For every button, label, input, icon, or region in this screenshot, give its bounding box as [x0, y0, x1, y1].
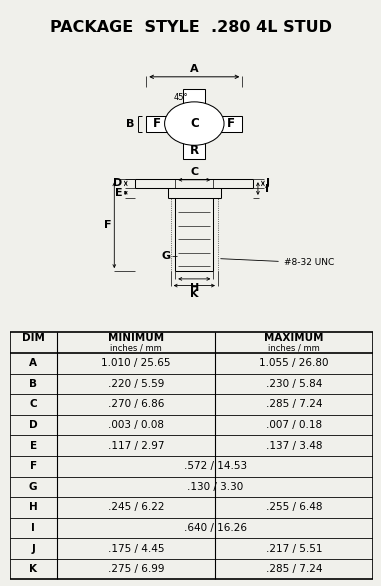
Text: .245 / 6.22: .245 / 6.22 — [108, 502, 164, 512]
Text: F: F — [104, 220, 111, 230]
Text: E: E — [115, 188, 123, 197]
Text: F: F — [154, 117, 161, 130]
FancyBboxPatch shape — [146, 115, 168, 132]
Text: F: F — [30, 461, 37, 471]
Text: I: I — [265, 183, 269, 193]
Text: C: C — [190, 167, 199, 177]
Text: .130 / 3.30: .130 / 3.30 — [187, 482, 243, 492]
FancyBboxPatch shape — [220, 115, 242, 132]
Text: 1.055 / 26.80: 1.055 / 26.80 — [259, 358, 329, 369]
Text: C: C — [190, 117, 199, 130]
Text: .003 / 0.08: .003 / 0.08 — [108, 420, 164, 430]
Text: H: H — [190, 283, 199, 293]
Text: .275 / 6.99: .275 / 6.99 — [108, 564, 164, 574]
Text: F: F — [227, 117, 235, 130]
Text: G: G — [162, 251, 171, 261]
Text: K: K — [190, 289, 199, 299]
Text: .007 / 0.18: .007 / 0.18 — [266, 420, 322, 430]
Text: H: H — [29, 502, 38, 512]
Text: .137 / 3.48: .137 / 3.48 — [266, 441, 322, 451]
Text: .230 / 5.84: .230 / 5.84 — [266, 379, 322, 389]
Text: A: A — [29, 358, 37, 369]
Text: 45°: 45° — [173, 93, 188, 102]
Circle shape — [165, 102, 224, 145]
Text: MINIMUM: MINIMUM — [108, 333, 164, 343]
Text: .270 / 6.86: .270 / 6.86 — [108, 400, 164, 410]
Text: #8-32 UNC: #8-32 UNC — [221, 258, 334, 267]
Text: R: R — [190, 144, 199, 157]
Text: .217 / 5.51: .217 / 5.51 — [266, 544, 322, 554]
Text: A: A — [190, 64, 199, 74]
Text: D: D — [29, 420, 37, 430]
Text: MAXIMUM: MAXIMUM — [264, 333, 324, 343]
Text: C: C — [29, 400, 37, 410]
Text: G: G — [29, 482, 37, 492]
Text: .285 / 7.24: .285 / 7.24 — [266, 564, 322, 574]
Text: .220 / 5.59: .220 / 5.59 — [108, 379, 164, 389]
Text: B: B — [29, 379, 37, 389]
Text: inches / mm: inches / mm — [110, 344, 162, 353]
Text: E: E — [30, 441, 37, 451]
Text: D: D — [114, 178, 123, 189]
Text: J: J — [31, 544, 35, 554]
Text: .572 / 14.53: .572 / 14.53 — [184, 461, 247, 471]
Text: I: I — [31, 523, 35, 533]
Text: .117 / 2.97: .117 / 2.97 — [108, 441, 164, 451]
Text: 1.010 / 25.65: 1.010 / 25.65 — [101, 358, 171, 369]
Text: B: B — [126, 118, 135, 128]
Text: K: K — [29, 564, 37, 574]
FancyBboxPatch shape — [183, 88, 205, 105]
Text: J: J — [266, 178, 270, 189]
Text: .285 / 7.24: .285 / 7.24 — [266, 400, 322, 410]
Text: .255 / 6.48: .255 / 6.48 — [266, 502, 322, 512]
FancyBboxPatch shape — [183, 142, 205, 159]
Text: inches / mm: inches / mm — [268, 344, 320, 353]
Text: .175 / 4.45: .175 / 4.45 — [108, 544, 164, 554]
Text: PACKAGE  STYLE  .280 4L STUD: PACKAGE STYLE .280 4L STUD — [50, 20, 331, 35]
Text: DIM: DIM — [22, 333, 45, 343]
Text: .640 / 16.26: .640 / 16.26 — [184, 523, 247, 533]
